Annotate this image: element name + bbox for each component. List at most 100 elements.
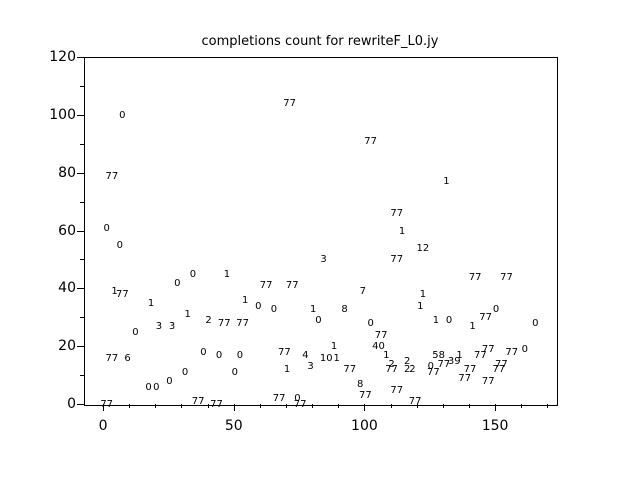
data-point-label: 77 xyxy=(500,271,513,283)
data-point-label: 77 xyxy=(374,329,388,341)
data-point-label: 1 xyxy=(432,315,440,327)
data-point-label: 1 xyxy=(283,364,291,376)
y-tick-label: 60 xyxy=(58,222,76,239)
data-point-label: 39 xyxy=(447,355,461,367)
data-point-label: 0 xyxy=(492,303,500,315)
data-point-label: 3 xyxy=(168,320,176,332)
x-major-tick-mark xyxy=(103,404,105,411)
x-minor-tick-mark xyxy=(416,404,418,408)
data-point-label: 77 xyxy=(236,318,249,330)
data-point-label: 0 xyxy=(215,349,223,361)
data-point-label: 0 xyxy=(116,239,123,251)
x-major-tick-mark xyxy=(495,404,497,411)
y-major-tick-mark xyxy=(77,57,84,58)
data-point-label: 77 xyxy=(359,390,372,402)
data-point-label: 1 xyxy=(333,352,340,364)
data-point-label: 0 xyxy=(189,268,197,280)
data-point-label: 58 xyxy=(432,349,445,361)
data-point-label: 0 xyxy=(145,381,152,393)
data-point-label: 77 xyxy=(293,399,307,410)
data-point-label: 77 xyxy=(479,312,493,324)
data-point-label: 77 xyxy=(468,271,482,283)
data-point-label: 4 xyxy=(302,349,309,361)
data-point-label: 77 xyxy=(278,346,291,358)
x-major-tick-mark xyxy=(364,404,366,411)
data-point-label: 77 xyxy=(272,393,286,405)
x-minor-tick-mark xyxy=(338,404,340,408)
data-point-label: 77 xyxy=(217,318,231,330)
data-point-label: 8 xyxy=(357,378,364,390)
plot-area: 77 0 77 77 1 77 0 1 0 12 3 77 0 1 77 77 0 77 77 1 7 77 1 1 1 0 0 1 8… xyxy=(84,57,558,410)
data-point-label: 0 xyxy=(445,315,453,327)
x-minor-tick-mark xyxy=(181,404,183,408)
data-point-label: 77 xyxy=(100,399,114,410)
y-tick-label: 100 xyxy=(49,106,76,123)
y-minor-tick-mark xyxy=(80,85,84,87)
y-major-tick-mark xyxy=(77,288,84,290)
data-point-label: 1 xyxy=(383,349,390,361)
x-major-tick-mark xyxy=(233,404,235,411)
x-minor-tick-mark xyxy=(286,404,288,408)
data-point-label: 2 xyxy=(205,315,212,327)
data-point-label: 40 xyxy=(372,341,385,353)
data-point-label: 77 xyxy=(427,367,440,379)
data-point-label: 77 xyxy=(390,208,404,220)
y-minor-tick-mark xyxy=(80,317,84,319)
x-tick-label: 150 xyxy=(481,418,509,434)
x-tick-label: 50 xyxy=(224,418,243,434)
data-point-label: 77 xyxy=(210,399,223,410)
data-point-label: 0 xyxy=(255,300,262,312)
x-minor-tick-mark xyxy=(442,404,444,408)
data-point-label: 10 xyxy=(319,352,333,364)
data-point-label: 77 xyxy=(492,364,506,376)
data-point-label: 0 xyxy=(231,367,238,379)
x-minor-tick-mark xyxy=(259,404,261,408)
data-point-label: 77 xyxy=(494,358,508,370)
data-point-label: 0 xyxy=(315,315,322,327)
data-point-label: 3 xyxy=(155,320,163,332)
data-point-label: 77 xyxy=(437,358,451,370)
data-point-label: 77 xyxy=(463,364,477,376)
y-major-tick-mark xyxy=(77,230,84,232)
data-point-label: 77 xyxy=(408,396,422,408)
y-minor-tick-mark xyxy=(80,259,84,261)
data-point-label: 77 xyxy=(115,289,129,301)
data-point-label: 77 xyxy=(385,364,398,376)
data-point-label: 0 xyxy=(270,303,278,315)
data-point-label: 77 xyxy=(285,280,299,292)
data-point-label: 1 xyxy=(469,320,476,332)
data-point-label: 77 xyxy=(481,344,495,356)
data-point-label: 0 xyxy=(532,318,539,330)
data-point-label: 0 xyxy=(174,277,181,289)
data-point-label: 0 xyxy=(181,367,189,379)
data-point-label: 0 xyxy=(119,109,126,121)
y-major-tick-mark xyxy=(77,172,84,174)
data-point-label: 1 xyxy=(184,309,191,321)
x-tick-label: 0 xyxy=(98,418,108,434)
y-tick-label: 40 xyxy=(58,280,76,297)
y-minor-tick-mark xyxy=(80,143,84,145)
y-tick-label: 80 xyxy=(58,164,76,181)
data-point-label: 1 xyxy=(398,225,406,237)
data-point-label: 77 xyxy=(191,396,205,408)
data-point-label: 1 xyxy=(309,303,317,315)
chart-title: completions count for rewriteF_L0.jy xyxy=(201,34,439,49)
data-point-label: 2 xyxy=(404,355,411,367)
x-minor-tick-mark xyxy=(312,404,314,408)
data-point-label: 3 xyxy=(320,254,327,266)
data-point-label: 0 xyxy=(427,361,434,373)
data-point-label: 0 xyxy=(236,349,244,361)
data-point-label: 0 xyxy=(521,344,529,356)
y-minor-tick-mark xyxy=(80,201,84,203)
y-tick-label: 20 xyxy=(58,338,76,355)
x-minor-tick-mark xyxy=(547,404,549,408)
y-major-tick-mark xyxy=(77,346,84,348)
data-point-label: 3 xyxy=(307,361,314,373)
data-point-label: 77 xyxy=(105,170,119,182)
data-point-label: 0 xyxy=(294,393,301,405)
data-point-label: 1 xyxy=(443,176,450,188)
data-point-label: 77 xyxy=(259,280,273,292)
y-minor-tick-mark xyxy=(80,375,84,377)
data-point-label: 1 xyxy=(111,286,118,298)
data-point-label: 2 xyxy=(409,364,416,376)
